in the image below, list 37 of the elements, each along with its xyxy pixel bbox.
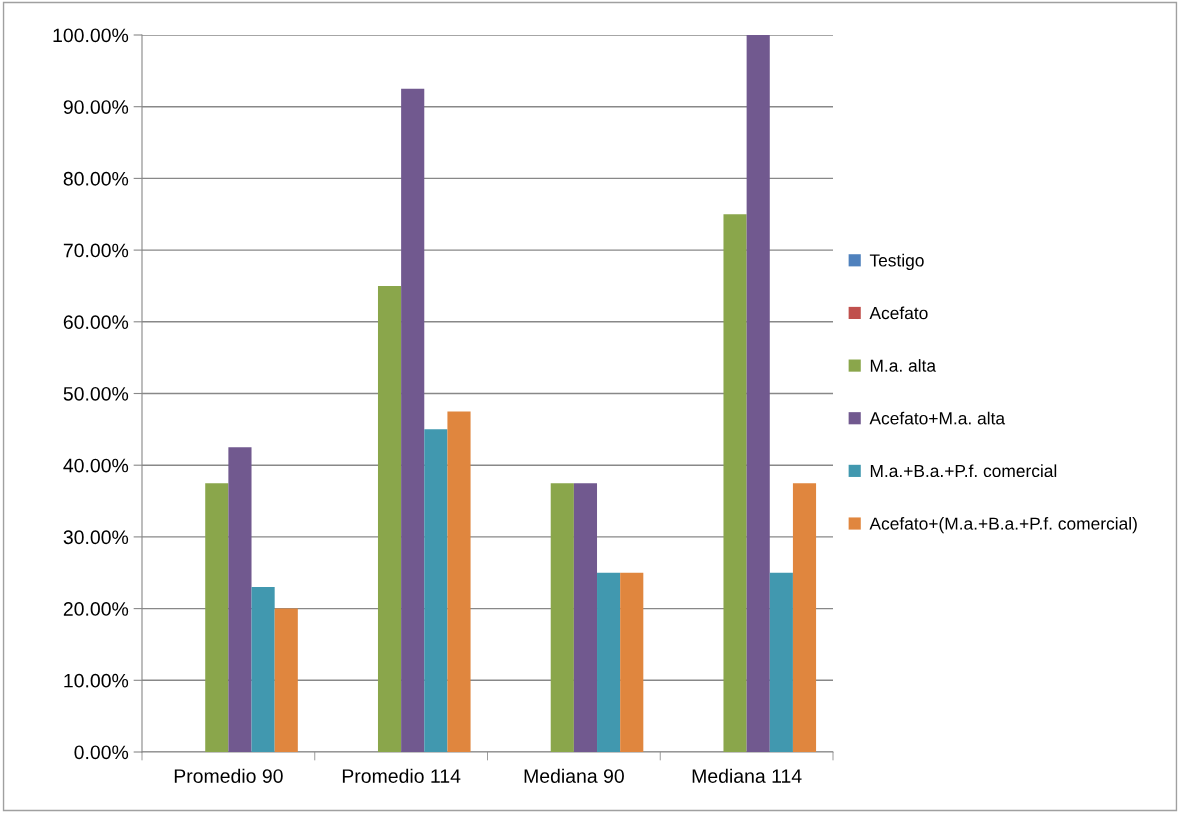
bar: [447, 411, 471, 752]
legend-label: Testigo: [869, 253, 924, 270]
y-tick-label: 90.00%: [63, 100, 129, 114]
bar: [550, 483, 574, 752]
bar: [746, 35, 770, 752]
y-tick-label: 60.00%: [63, 315, 129, 330]
bar: [251, 587, 275, 752]
x-tick-label: Promedio 90: [174, 768, 283, 783]
bar: [228, 447, 252, 752]
bar: [424, 429, 448, 752]
legend-label: Acefato: [869, 306, 928, 320]
legend-label: M.a. alta: [870, 359, 937, 372]
bar: [274, 608, 298, 752]
y-tick-label: 20.00%: [63, 602, 129, 616]
bar: [573, 483, 598, 752]
legend-label: M.a.+B.a.+P.f. comercial: [870, 464, 1057, 478]
y-tick-label: 100.00%: [53, 28, 129, 43]
y-tick-label: 10.00%: [64, 673, 129, 688]
bar: [620, 572, 644, 752]
x-tick-label: Promedio 114: [342, 768, 461, 783]
y-tick-label: 30.00%: [63, 530, 129, 545]
bar: [769, 572, 793, 752]
bar: [205, 483, 229, 752]
bar: [792, 483, 817, 752]
legend-label: Acefato+M.a. alta: [869, 411, 1006, 425]
x-tick-label: Mediana 90: [524, 768, 624, 783]
y-tick-label: 50.00%: [63, 386, 129, 401]
y-tick-label: 0.00%: [74, 745, 129, 760]
bar: [597, 572, 621, 752]
y-tick-label: 70.00%: [63, 243, 129, 258]
bar: [401, 88, 425, 752]
legend-label: Acefato+(M.a.+B.a.+P.f. comercial): [869, 517, 1137, 534]
y-tick-label: 80.00%: [63, 171, 129, 186]
bar: [723, 214, 747, 752]
bar: [377, 285, 402, 752]
x-tick-label: Mediana 114: [692, 768, 802, 783]
y-tick-label: 40.00%: [63, 458, 129, 473]
